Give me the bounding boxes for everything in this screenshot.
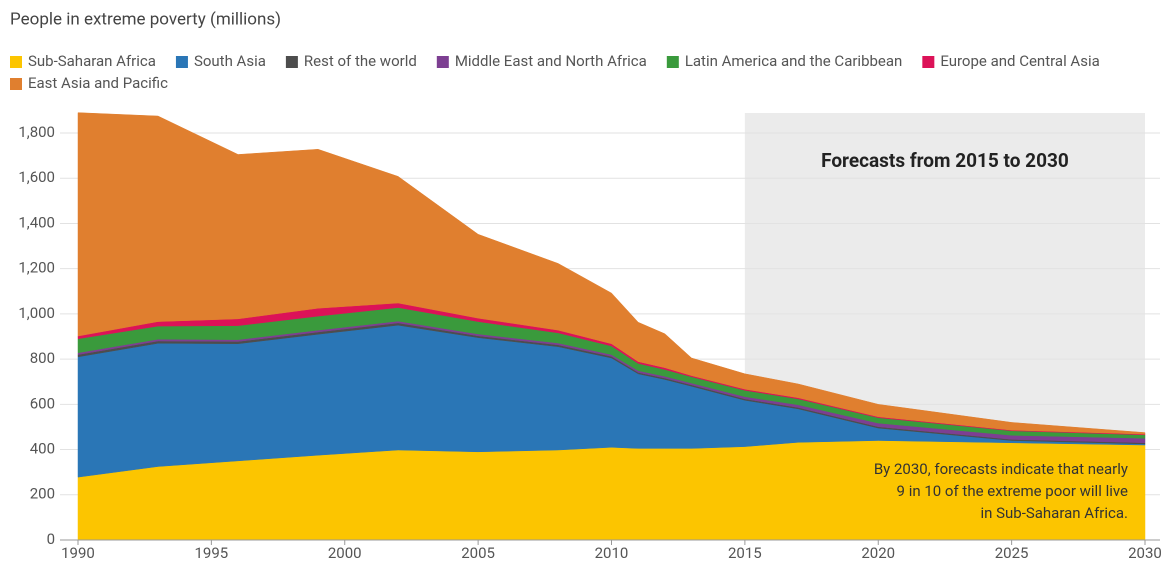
y-tick-label: 600 [30,394,55,412]
y-tick-label: 1,000 [18,304,55,322]
legend-swatch [285,56,298,68]
legend-label: Europe and Central Asia [940,52,1099,70]
legend-label: Latin America and the Caribbean [685,52,903,70]
chart-title: People in extreme poverty (millions) [10,9,281,29]
legend-item: Sub-Saharan Africa [10,52,156,70]
legend-swatch [666,56,679,68]
y-tick-label: 1,800 [18,123,55,141]
legend-item: Middle East and North Africa [436,52,647,70]
annotation: in Sub-Saharan Africa. [980,504,1128,522]
y-tick-label: 400 [30,440,55,458]
legend-item: Latin America and the Caribbean [666,52,903,70]
x-tick-label: 2015 [728,544,762,562]
x-tick-label: 2020 [861,544,895,562]
legend-swatch [175,56,188,68]
legend-label: Middle East and North Africa [455,52,647,70]
forecast-label: Forecasts from 2015 to 2030 [821,149,1069,172]
legend-swatch [10,56,22,68]
legend-label: East Asia and Pacific [28,74,168,92]
legend-item: Europe and Central Asia [922,52,1100,70]
legend-label: Sub-Saharan Africa [28,52,156,70]
legend-item: Rest of the world [285,52,417,70]
y-tick-label: 1,200 [18,259,55,277]
legend-swatch [922,56,935,68]
x-tick-label: 1990 [61,544,95,562]
legend-label: Rest of the world [304,52,417,70]
annotation: By 2030, forecasts indicate that nearly [874,460,1128,478]
y-tick-label: 0 [47,530,55,548]
x-tick-label: 2010 [595,544,629,562]
annotation: 9 in 10 of the extreme poor will live [897,482,1128,500]
x-tick-label: 2025 [995,544,1029,562]
legend-item: East Asia and Pacific [10,74,168,92]
legend-swatch [436,56,449,68]
area [77,112,1146,435]
x-tick-label: 2000 [328,544,362,562]
x-tick-label: 2030 [1128,544,1162,562]
legend-label: South Asia [194,52,266,70]
y-tick-label: 800 [30,349,55,367]
y-tick-label: 1,600 [18,168,55,186]
x-tick-label: 1995 [195,544,229,562]
legend-item: South Asia [175,52,266,70]
y-tick-label: 1,400 [18,213,55,231]
x-tick-label: 2005 [461,544,495,562]
y-tick-label: 200 [30,485,55,503]
legend-swatch [10,78,22,90]
